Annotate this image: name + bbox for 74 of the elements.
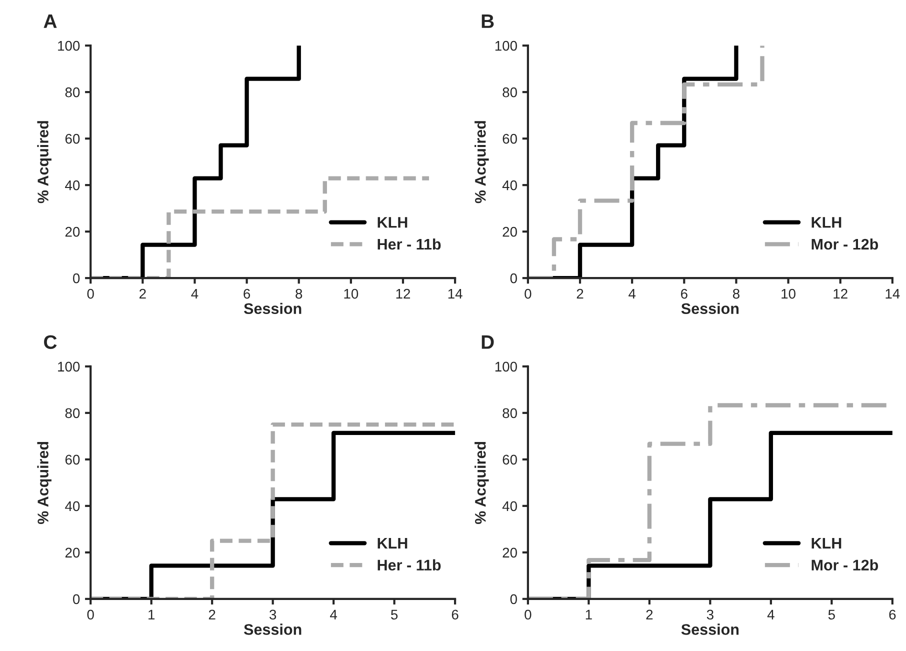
- legend-label: Mor - 12b: [812, 559, 878, 571]
- x-tick-label: 12: [834, 288, 848, 299]
- x-tick-label: 5: [391, 610, 398, 620]
- x-tick-label: 0: [524, 610, 532, 620]
- x-axis-title: Session: [681, 302, 739, 314]
- legend-label: Her - 11b: [378, 238, 441, 250]
- x-tick-label: 4: [767, 610, 774, 620]
- y-tick-label: 60: [65, 134, 80, 144]
- y-tick-label: 80: [65, 408, 80, 418]
- x-tick-label: 2: [208, 610, 216, 620]
- y-tick-label: 40: [65, 501, 80, 512]
- x-tick-label: 0: [87, 288, 94, 299]
- y-tick-label: 80: [502, 408, 517, 418]
- x-tick-label: 6: [244, 288, 250, 299]
- legend-label: KLH: [812, 217, 842, 228]
- y-tick-label: 20: [65, 226, 80, 237]
- x-tick-label: 4: [628, 288, 636, 299]
- y-axis-title: % Acquired: [474, 121, 489, 204]
- y-tick-label: 100: [58, 362, 80, 372]
- chart-title: D: [482, 335, 494, 349]
- x-tick-label: 5: [828, 610, 835, 620]
- y-tick-label: 0: [73, 594, 80, 604]
- y-tick-label: 60: [502, 134, 517, 144]
- x-tick-label: 6: [452, 610, 458, 620]
- y-tick-label: 60: [65, 454, 80, 465]
- x-tick-label: 8: [296, 288, 302, 299]
- x-tick-label: 4: [191, 288, 198, 299]
- y-tick-label: 0: [73, 273, 80, 284]
- y-tick-label: 40: [502, 501, 517, 512]
- x-tick-label: 1: [148, 610, 155, 620]
- y-tick-label: 20: [502, 548, 517, 558]
- x-tick-label: 10: [782, 288, 796, 299]
- x-tick-label: 6: [680, 288, 688, 299]
- x-tick-label: 2: [140, 288, 146, 299]
- y-axis-title: % Acquired: [37, 442, 52, 524]
- chart-title: B: [482, 14, 494, 28]
- y-axis-title: % Acquired: [474, 442, 489, 524]
- x-tick-label: 14: [886, 288, 900, 299]
- x-tick-label: 12: [396, 288, 410, 299]
- x-tick-label: 1: [586, 610, 592, 620]
- y-tick-label: 80: [502, 87, 517, 98]
- x-tick-label: 3: [269, 610, 276, 620]
- legend-label: Mor - 12b: [812, 238, 878, 250]
- legend-label: KLH: [378, 217, 408, 228]
- x-axis-title: Session: [681, 624, 739, 635]
- x-tick-label: 0: [524, 288, 532, 299]
- y-tick-label: 100: [58, 40, 80, 51]
- y-tick-label: 60: [502, 454, 517, 465]
- legend-label: KLH: [812, 538, 842, 548]
- y-tick-label: 20: [65, 548, 80, 558]
- x-tick-label: 10: [344, 288, 358, 299]
- x-axis-title: Session: [244, 624, 302, 635]
- y-tick-label: 0: [510, 273, 517, 284]
- y-tick-label: 80: [65, 87, 80, 98]
- x-tick-label: 0: [87, 610, 94, 620]
- y-axis-title: % Acquired: [37, 121, 52, 204]
- x-tick-label: 3: [706, 610, 714, 620]
- y-tick-label: 40: [65, 180, 80, 190]
- x-tick-label: 8: [732, 288, 740, 299]
- y-tick-label: 100: [495, 40, 517, 51]
- x-tick-label: 2: [646, 610, 653, 620]
- x-tick-label: 4: [330, 610, 338, 620]
- legend-label: KLH: [378, 538, 408, 548]
- y-tick-label: 100: [495, 362, 517, 372]
- x-tick-label: 2: [576, 288, 584, 299]
- y-tick-label: 40: [502, 180, 517, 190]
- y-tick-label: 20: [502, 226, 517, 237]
- x-axis-title: Session: [244, 302, 302, 314]
- legend-label: Her - 11b: [378, 559, 441, 571]
- chart-title: C: [44, 335, 57, 349]
- x-tick-label: 14: [448, 288, 462, 299]
- y-tick-label: 0: [510, 594, 517, 604]
- chart-title: A: [44, 14, 57, 28]
- x-tick-label: 6: [889, 610, 896, 620]
